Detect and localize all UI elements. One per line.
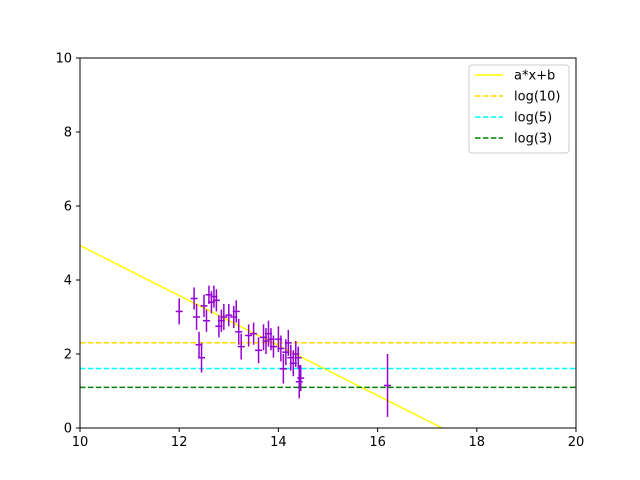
- data-point: [200, 294, 208, 317]
- data-point: [198, 342, 206, 373]
- x-tick-label: 18: [469, 435, 486, 450]
- data-point: [297, 365, 305, 391]
- y-tick-label: 0: [64, 422, 72, 437]
- data-point: [245, 324, 253, 347]
- data-point: [384, 354, 392, 417]
- legend-label: log(10): [514, 90, 561, 105]
- legend: a*x+b log(10) log(5) log(3): [468, 64, 570, 154]
- data-point: [225, 304, 233, 327]
- data-point: [250, 322, 258, 345]
- y-axis: 0 2 4 6 8 10: [55, 52, 80, 437]
- data-points-layer: [175, 285, 392, 417]
- data-point: [269, 335, 277, 358]
- data-point: [284, 329, 292, 356]
- data-point: [237, 333, 245, 360]
- legend-label: log(5): [514, 111, 552, 126]
- legend-label: log(3): [514, 132, 552, 147]
- data-point: [175, 298, 183, 325]
- data-point: [220, 304, 228, 330]
- data-point: [294, 346, 302, 369]
- legend-label: a*x+b: [514, 69, 555, 84]
- plot-frame: [79, 57, 577, 429]
- y-tick-label: 10: [55, 52, 72, 67]
- series-layer: [80, 244, 576, 428]
- y-tick-label: 4: [64, 274, 72, 289]
- data-point: [202, 309, 210, 332]
- x-tick-label: 12: [171, 435, 188, 450]
- legend-box: [468, 64, 570, 154]
- x-tick-label: 14: [270, 435, 287, 450]
- data-point: [279, 354, 287, 384]
- data-point: [190, 287, 198, 310]
- x-axis: 10 12 14 16 18 20: [72, 428, 585, 450]
- data-point: [212, 289, 220, 312]
- data-point: [232, 300, 240, 323]
- x-tick-label: 20: [568, 435, 585, 450]
- data-point: [193, 304, 201, 330]
- data-point: [235, 318, 243, 345]
- data-point: [255, 337, 263, 364]
- y-tick-label: 2: [64, 348, 72, 363]
- data-point: [295, 365, 303, 399]
- x-tick-label: 16: [369, 435, 386, 450]
- data-point: [277, 335, 285, 362]
- y-tick-label: 6: [64, 200, 72, 215]
- y-tick-label: 8: [64, 126, 72, 141]
- x-tick-label: 10: [72, 435, 89, 450]
